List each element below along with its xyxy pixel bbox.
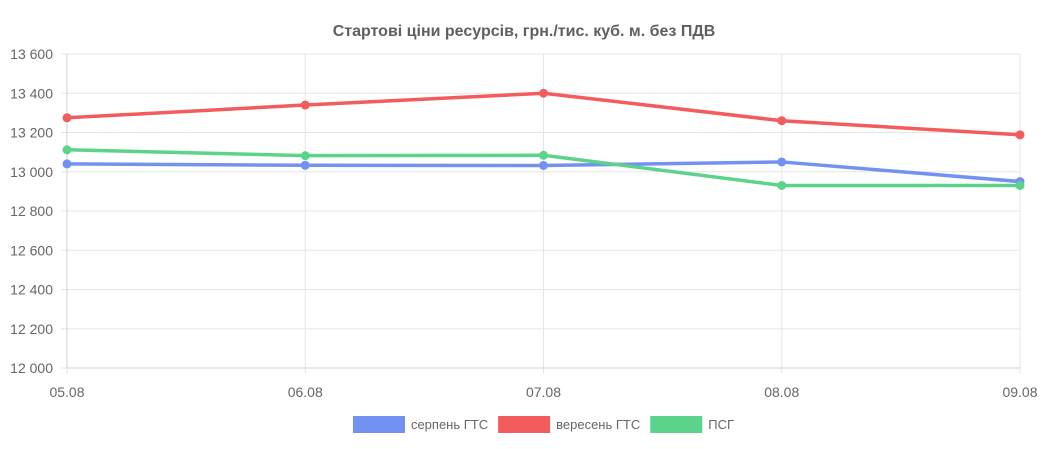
data-point xyxy=(300,151,310,161)
data-point xyxy=(62,159,72,169)
data-point xyxy=(539,160,548,170)
chart-title: Стартові ціни ресурсів, грн./тис. куб. м… xyxy=(333,23,716,40)
data-point xyxy=(1015,180,1025,190)
grid xyxy=(61,53,1021,374)
data-point xyxy=(777,180,787,190)
data-point xyxy=(777,157,787,167)
series-layer xyxy=(62,88,1025,190)
data-point xyxy=(300,160,310,170)
data-point xyxy=(62,145,72,155)
x-tick-label: 06.08 xyxy=(288,384,323,400)
legend-swatch xyxy=(352,416,405,433)
data-point xyxy=(777,116,787,126)
data-point xyxy=(300,100,310,110)
data-point xyxy=(539,150,548,160)
x-tick-label: 07.08 xyxy=(526,384,561,400)
x-tick-label: 08.08 xyxy=(764,384,799,400)
legend-swatch xyxy=(650,416,703,433)
data-point xyxy=(539,88,548,98)
y-tick-label: 12 000 xyxy=(10,360,53,376)
y-tick-label: 13 600 xyxy=(10,46,53,62)
y-tick-label: 12 200 xyxy=(10,321,53,337)
legend-label: серпень ГТС xyxy=(411,417,488,432)
y-tick-label: 13 200 xyxy=(10,125,53,141)
y-tick-label: 12 600 xyxy=(10,242,53,258)
y-tick-label: 13 400 xyxy=(10,85,53,101)
legend-swatch xyxy=(498,416,551,433)
y-tick-label: 12 400 xyxy=(10,282,53,298)
x-tick-label: 09.08 xyxy=(1002,384,1037,400)
data-point xyxy=(62,113,72,123)
data-point xyxy=(1015,130,1025,140)
axes: 12 000 12 200 12 400 12 600 12 800 13 000 13 2… xyxy=(10,46,1038,400)
legend-label: вересень ГТС xyxy=(556,417,640,432)
x-tick-label: 05.08 xyxy=(49,384,84,400)
legend: серпень ГТС вересень ГТС ПСГ xyxy=(352,416,734,433)
legend-label: ПСГ xyxy=(708,417,734,432)
y-tick-label: 12 800 xyxy=(10,203,53,219)
y-tick-label: 13 000 xyxy=(10,164,53,180)
